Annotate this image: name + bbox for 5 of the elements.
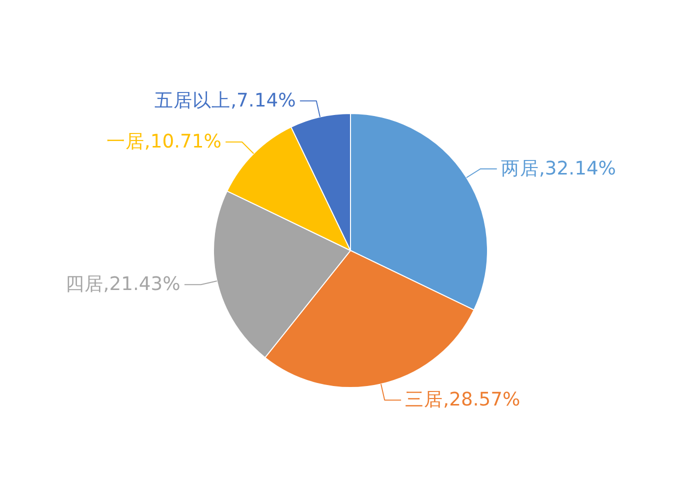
slice-label: 两居,32.14%	[500, 158, 616, 180]
slice-label: 五居以上,7.14%	[154, 90, 296, 112]
slice-label: 三居,28.57%	[405, 390, 520, 411]
slice-label: 四居,21.43%	[65, 274, 180, 296]
slice-label: 一居,10.71%	[106, 131, 222, 152]
